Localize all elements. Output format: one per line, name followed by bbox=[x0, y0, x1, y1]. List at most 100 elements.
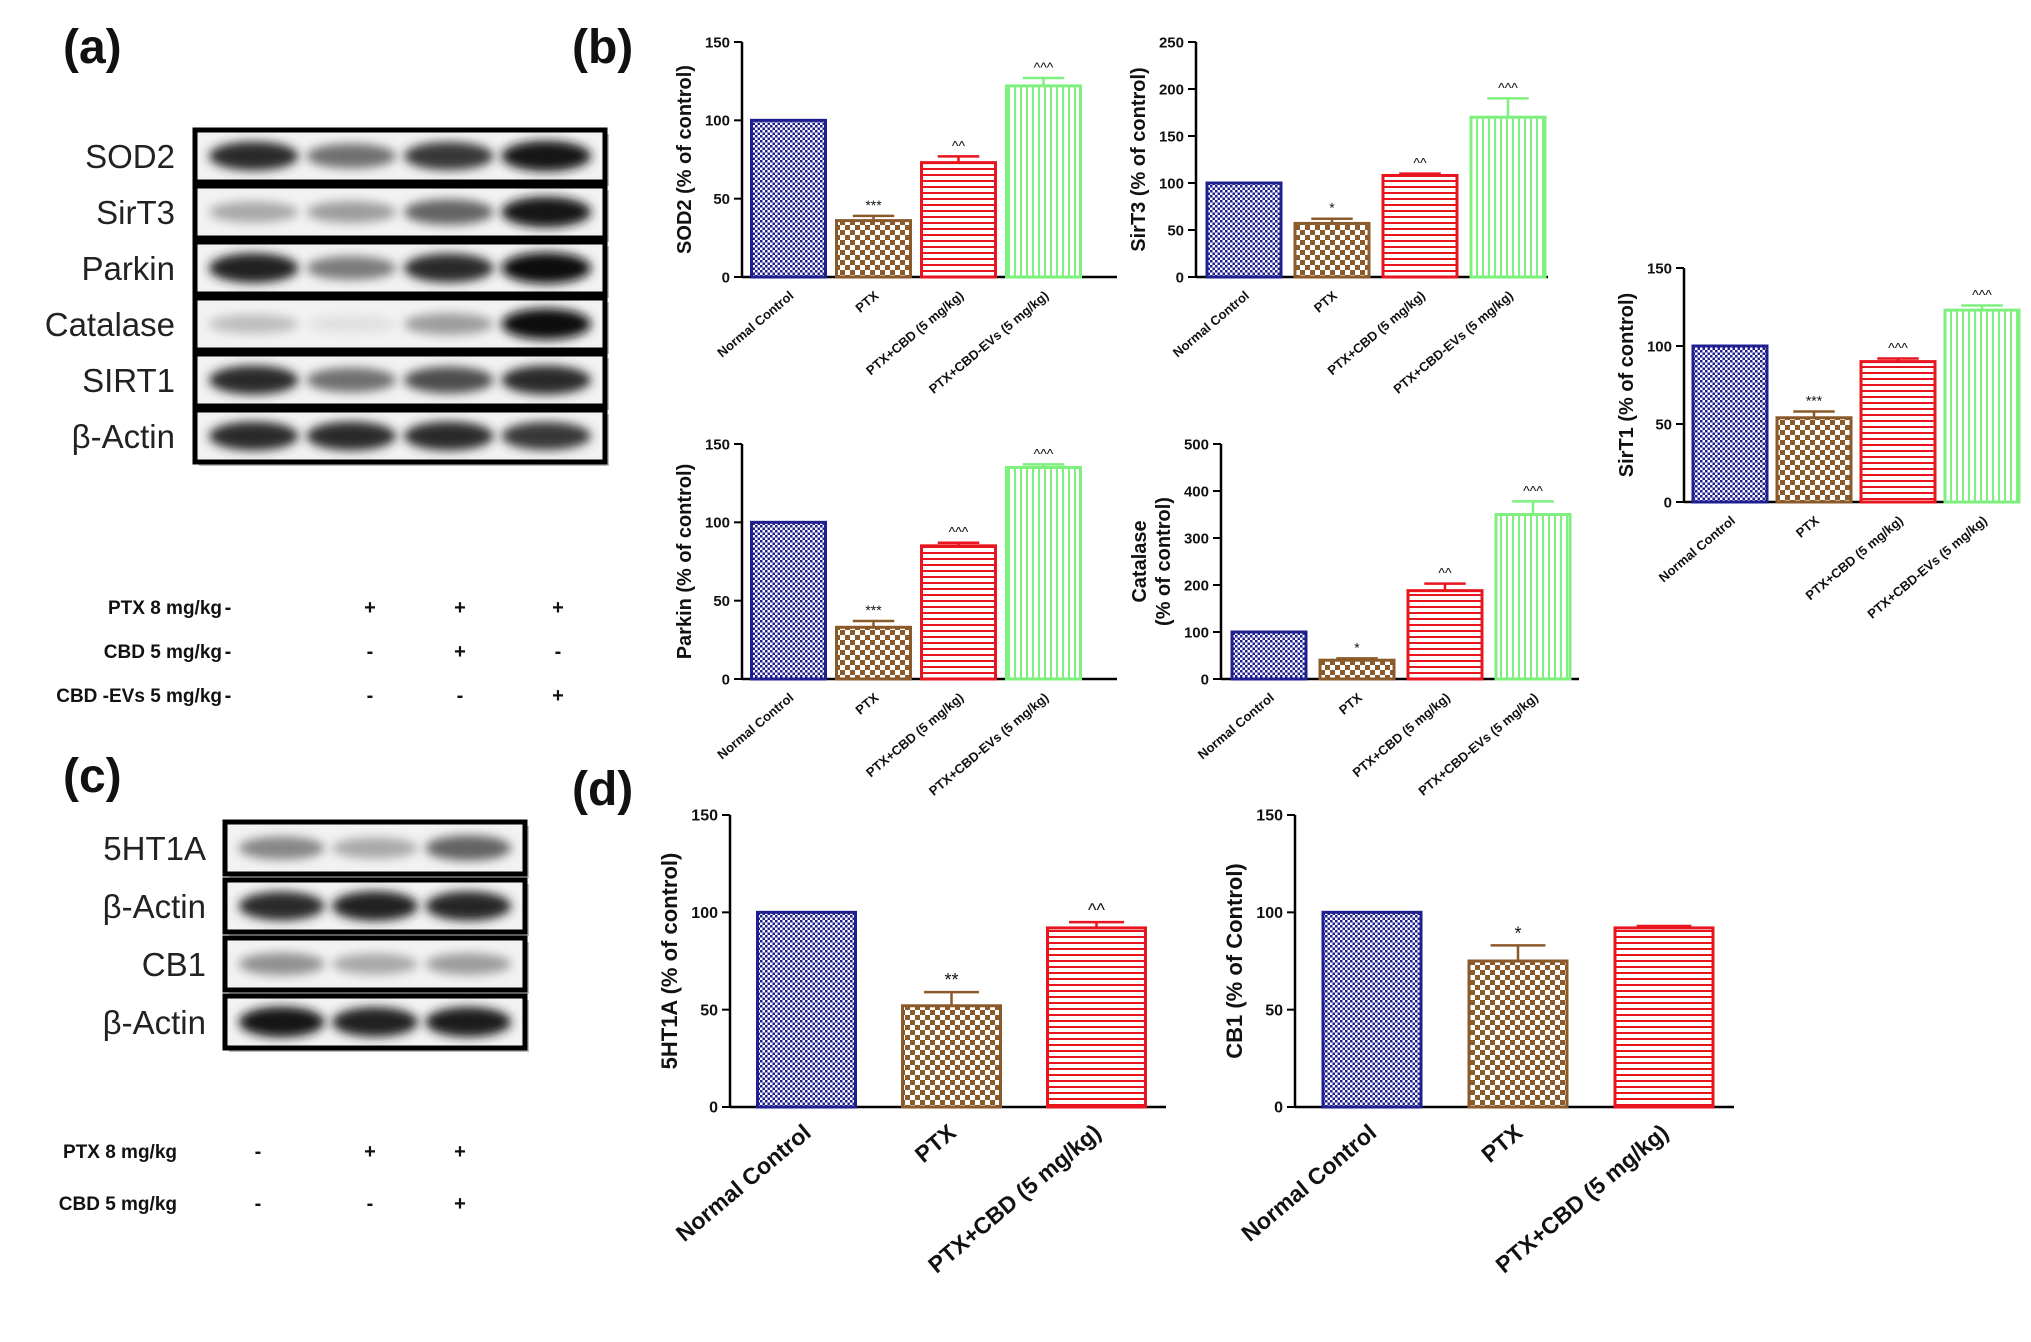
y-axis-label: SirT1 (% of control) bbox=[1616, 293, 1638, 477]
y-tick-label: 150 bbox=[1256, 808, 1283, 825]
panel-label-b: (b) bbox=[572, 21, 633, 74]
y-tick-label: 500 bbox=[1184, 436, 1209, 453]
blot-band bbox=[501, 308, 592, 340]
bar-0 bbox=[1321, 910, 1423, 1109]
category-label: PTX bbox=[1336, 690, 1365, 718]
condition-label: PTX 8 mg/kg bbox=[63, 1142, 177, 1163]
significance-mark: ^^^ bbox=[949, 524, 969, 540]
category-label: PTX+CBD (5 mg/kg) bbox=[1349, 690, 1452, 780]
bar-0 bbox=[750, 520, 827, 681]
blot-band bbox=[425, 891, 512, 921]
y-tick-label: 100 bbox=[1159, 175, 1184, 192]
blot-band bbox=[332, 837, 418, 859]
bar-3 bbox=[1005, 84, 1082, 279]
significance-mark: ^^ bbox=[1413, 155, 1427, 171]
blot-band bbox=[208, 201, 299, 223]
chart-cb1: 0 50 100 150 CB1 (% of Control) Normal Contro… bbox=[1222, 808, 1734, 1278]
condition-sign: - bbox=[225, 597, 232, 619]
category-label: Normal Control bbox=[714, 288, 796, 360]
y-tick-label: 100 bbox=[705, 113, 730, 130]
bar-0 bbox=[1691, 344, 1769, 504]
y-tick-label: 200 bbox=[1184, 577, 1209, 594]
blot-label: 5HT1A bbox=[103, 830, 206, 867]
condition-sign: + bbox=[364, 1141, 376, 1163]
chart-5ht1a: 0 50 100 150 5HT1A (% of control) Normal Cont… bbox=[657, 808, 1166, 1278]
blot-label: SirT3 bbox=[96, 194, 175, 231]
bar-3 bbox=[1943, 308, 2021, 504]
significance-mark: *** bbox=[865, 602, 882, 618]
blot-band bbox=[501, 196, 592, 228]
bar-1 bbox=[835, 625, 912, 681]
significance-mark: ^^^ bbox=[1034, 445, 1054, 461]
blot-label: SIRT1 bbox=[82, 362, 175, 399]
western-blot-panel-c: 5HT1A β-Actin CB1 β-Actin PTX 8 mg/kg - + + CBD … bbox=[59, 819, 529, 1215]
significance-mark: ^^^ bbox=[1972, 286, 1992, 302]
category-label: PTX bbox=[1476, 1118, 1527, 1167]
condition-sign: + bbox=[454, 1193, 466, 1215]
y-tick-label: 50 bbox=[700, 1002, 718, 1019]
condition-label: CBD 5 mg/kg bbox=[59, 1194, 177, 1215]
y-axis-label: Catalase bbox=[1129, 520, 1151, 602]
category-label: Normal Control bbox=[1170, 288, 1252, 360]
y-tick-label: 0 bbox=[1201, 671, 1209, 688]
blot-band bbox=[425, 1006, 512, 1038]
condition-label: CBD 5 mg/kg bbox=[104, 642, 222, 663]
y-tick-label: 100 bbox=[1256, 905, 1283, 922]
blot-band bbox=[208, 314, 299, 334]
condition-sign: - bbox=[367, 1193, 374, 1215]
significance-mark: *** bbox=[1806, 393, 1823, 409]
y-tick-label: 100 bbox=[691, 905, 718, 922]
blot-band bbox=[306, 143, 397, 169]
blot-label: β-Actin bbox=[72, 418, 175, 455]
blot-band bbox=[306, 421, 397, 451]
chart-parkin: 0 50 100 150 Parkin (% of control) Normal Con… bbox=[674, 436, 1117, 799]
bar-0 bbox=[1205, 181, 1283, 279]
blot-band bbox=[238, 952, 325, 976]
condition-sign: + bbox=[364, 597, 376, 619]
y-tick-label: 50 bbox=[713, 191, 730, 208]
condition-sign: + bbox=[454, 1141, 466, 1163]
category-label: Normal Control bbox=[714, 690, 796, 762]
bar-1 bbox=[1467, 959, 1569, 1109]
blot-label: β-Actin bbox=[103, 888, 206, 925]
bar-0 bbox=[750, 118, 827, 279]
bar-2 bbox=[1381, 173, 1459, 279]
condition-sign: - bbox=[255, 1141, 262, 1163]
y-tick-label: 100 bbox=[1647, 338, 1672, 355]
condition-sign: + bbox=[552, 685, 564, 707]
y-tick-label: 100 bbox=[705, 515, 730, 532]
condition-sign: - bbox=[367, 641, 374, 663]
category-label: Normal Control bbox=[1195, 690, 1277, 762]
condition-sign: - bbox=[555, 641, 562, 663]
blot-band bbox=[208, 365, 299, 395]
blot-band bbox=[238, 1006, 325, 1038]
y-tick-label: 50 bbox=[1167, 222, 1184, 239]
blot-band bbox=[501, 421, 592, 451]
bar-1 bbox=[835, 219, 912, 279]
category-label: Normal Control bbox=[1236, 1119, 1381, 1247]
blot-band bbox=[208, 141, 299, 171]
significance-mark: ^^^ bbox=[1523, 482, 1543, 498]
bar-2 bbox=[1046, 926, 1147, 1109]
y-tick-label: 0 bbox=[1664, 494, 1672, 511]
significance-mark: ^^^ bbox=[1498, 79, 1518, 95]
y-axis-label: Parkin (% of control) bbox=[674, 464, 696, 660]
blot-label: Catalase bbox=[45, 306, 175, 343]
y-tick-label: 150 bbox=[705, 436, 730, 453]
y-axis-label: 5HT1A (% of control) bbox=[657, 853, 682, 1070]
y-tick-label: 300 bbox=[1184, 530, 1209, 547]
panel-label-a: (a) bbox=[63, 21, 122, 74]
y-tick-label: 250 bbox=[1159, 34, 1184, 51]
blot-band bbox=[306, 367, 397, 393]
blot-band bbox=[403, 313, 494, 335]
category-label: PTX+CBD (5 mg/kg) bbox=[1324, 288, 1427, 378]
y-tick-label: 0 bbox=[722, 671, 730, 688]
blot-band bbox=[403, 421, 494, 451]
category-label: PTX bbox=[852, 690, 881, 718]
y-tick-label: 150 bbox=[691, 808, 718, 825]
significance-mark: ^^^ bbox=[1034, 59, 1054, 75]
condition-sign: + bbox=[552, 597, 564, 619]
significance-mark: ^^^ bbox=[1888, 339, 1908, 355]
y-tick-label: 0 bbox=[722, 269, 730, 286]
